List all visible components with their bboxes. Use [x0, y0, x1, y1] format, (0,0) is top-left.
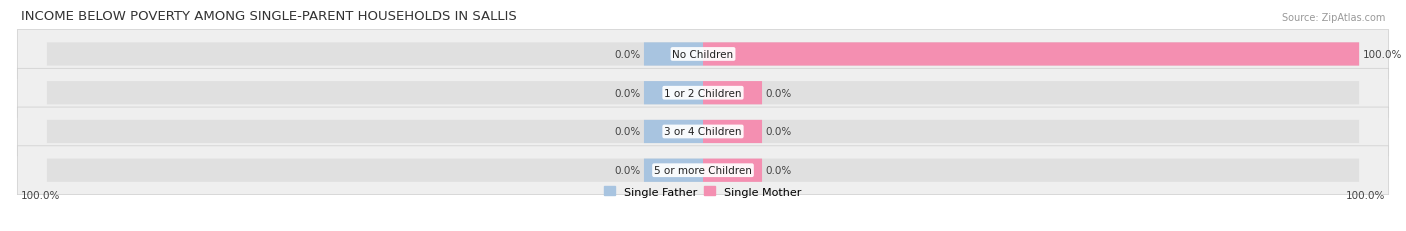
Text: 100.0%: 100.0%	[21, 191, 60, 201]
FancyBboxPatch shape	[17, 69, 1389, 118]
FancyBboxPatch shape	[46, 43, 1360, 66]
Text: INCOME BELOW POVERTY AMONG SINGLE-PARENT HOUSEHOLDS IN SALLIS: INCOME BELOW POVERTY AMONG SINGLE-PARENT…	[21, 10, 516, 23]
FancyBboxPatch shape	[644, 159, 703, 182]
FancyBboxPatch shape	[46, 120, 1360, 143]
Legend: Single Father, Single Mother: Single Father, Single Mother	[600, 182, 806, 201]
FancyBboxPatch shape	[703, 82, 762, 105]
Text: 0.0%: 0.0%	[765, 88, 792, 98]
FancyBboxPatch shape	[17, 108, 1389, 156]
FancyBboxPatch shape	[644, 43, 703, 66]
FancyBboxPatch shape	[644, 120, 703, 143]
Text: 3 or 4 Children: 3 or 4 Children	[664, 127, 742, 137]
FancyBboxPatch shape	[46, 159, 1360, 182]
Text: 0.0%: 0.0%	[614, 165, 641, 176]
Text: 5 or more Children: 5 or more Children	[654, 165, 752, 176]
Text: Source: ZipAtlas.com: Source: ZipAtlas.com	[1282, 13, 1385, 23]
Text: No Children: No Children	[672, 50, 734, 60]
Text: 0.0%: 0.0%	[614, 127, 641, 137]
FancyBboxPatch shape	[703, 120, 762, 143]
FancyBboxPatch shape	[703, 159, 762, 182]
Text: 0.0%: 0.0%	[765, 127, 792, 137]
FancyBboxPatch shape	[17, 30, 1389, 79]
Text: 0.0%: 0.0%	[614, 50, 641, 60]
FancyBboxPatch shape	[703, 43, 1360, 66]
FancyBboxPatch shape	[644, 82, 703, 105]
Text: 100.0%: 100.0%	[1362, 50, 1402, 60]
Text: 1 or 2 Children: 1 or 2 Children	[664, 88, 742, 98]
Text: 0.0%: 0.0%	[765, 165, 792, 176]
FancyBboxPatch shape	[17, 146, 1389, 195]
Text: 100.0%: 100.0%	[1346, 191, 1385, 201]
Text: 0.0%: 0.0%	[614, 88, 641, 98]
FancyBboxPatch shape	[46, 82, 1360, 105]
